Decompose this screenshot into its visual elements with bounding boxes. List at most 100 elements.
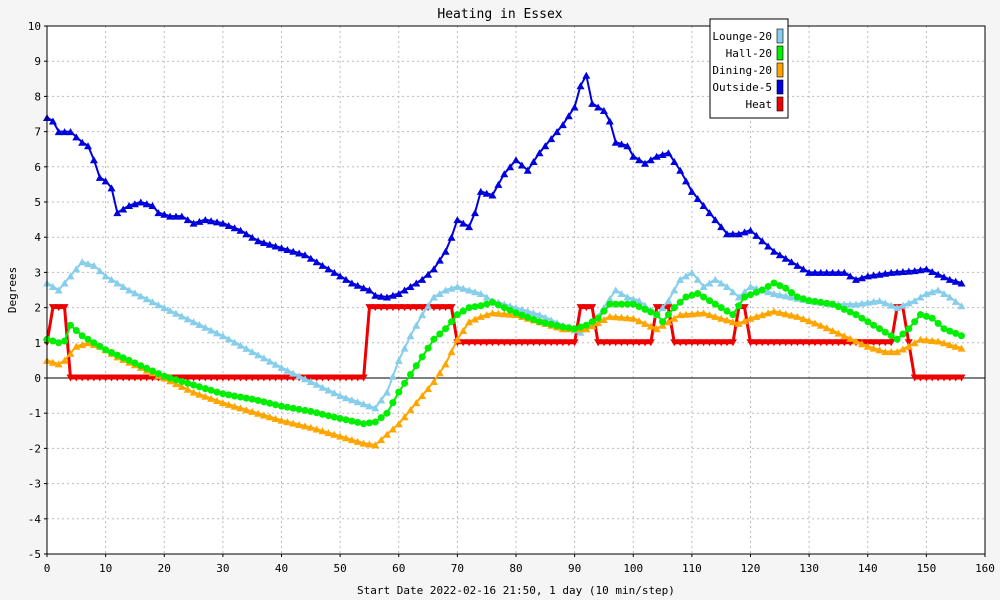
data-point bbox=[389, 399, 397, 407]
data-point bbox=[78, 332, 86, 340]
data-point bbox=[442, 325, 450, 333]
legend-swatch bbox=[776, 45, 784, 61]
data-point bbox=[160, 210, 169, 218]
data-point bbox=[283, 403, 291, 411]
data-point bbox=[553, 128, 561, 136]
data-point bbox=[143, 364, 151, 372]
y-tick-label: -1 bbox=[28, 407, 41, 420]
data-point bbox=[254, 409, 263, 417]
data-point bbox=[400, 304, 409, 312]
data-point bbox=[764, 288, 773, 296]
data-point bbox=[113, 279, 122, 287]
data-point bbox=[940, 374, 948, 382]
data-point bbox=[728, 318, 737, 326]
data-point bbox=[905, 325, 913, 333]
data-point bbox=[95, 374, 104, 382]
data-point bbox=[857, 274, 866, 282]
data-point bbox=[113, 351, 121, 359]
data-point bbox=[682, 272, 690, 280]
data-point bbox=[388, 304, 397, 312]
data-point bbox=[711, 275, 720, 283]
data-point bbox=[172, 212, 180, 220]
data-point bbox=[248, 374, 257, 382]
data-point bbox=[66, 128, 75, 136]
data-point bbox=[354, 418, 362, 426]
data-point bbox=[72, 327, 80, 334]
data-point bbox=[577, 323, 584, 331]
data-point bbox=[775, 339, 784, 347]
legend-label: Outside-5 bbox=[712, 81, 772, 94]
data-point bbox=[646, 339, 655, 347]
data-point bbox=[758, 286, 766, 294]
data-point bbox=[195, 217, 204, 225]
data-point bbox=[453, 283, 462, 290]
data-point bbox=[190, 381, 198, 389]
data-point bbox=[178, 378, 186, 385]
data-point bbox=[101, 177, 110, 185]
data-point bbox=[846, 300, 855, 308]
data-point bbox=[693, 275, 702, 283]
data-point bbox=[388, 372, 397, 380]
data-point bbox=[500, 310, 509, 318]
data-point bbox=[904, 299, 913, 307]
data-point bbox=[945, 293, 954, 301]
data-point bbox=[770, 290, 778, 297]
data-point bbox=[571, 325, 579, 333]
data-point bbox=[412, 304, 421, 312]
data-point bbox=[876, 325, 883, 333]
data-point bbox=[259, 411, 268, 419]
data-point bbox=[934, 319, 942, 327]
data-point bbox=[230, 374, 239, 382]
data-point bbox=[324, 412, 332, 420]
y-tick-label: 3 bbox=[34, 266, 41, 279]
data-point bbox=[160, 372, 168, 380]
data-point bbox=[728, 288, 737, 296]
data-point bbox=[699, 309, 708, 317]
data-point bbox=[670, 286, 679, 294]
data-point bbox=[318, 261, 327, 269]
data-point bbox=[770, 279, 778, 287]
data-point bbox=[870, 321, 878, 329]
data-point bbox=[107, 184, 116, 192]
data-point bbox=[881, 269, 890, 277]
data-point bbox=[852, 311, 860, 319]
data-point bbox=[834, 339, 843, 347]
data-point bbox=[530, 316, 538, 323]
data-point bbox=[72, 374, 81, 382]
data-point bbox=[172, 380, 180, 388]
data-point bbox=[547, 135, 556, 143]
data-point bbox=[547, 320, 555, 328]
data-point bbox=[752, 288, 760, 296]
data-point bbox=[952, 329, 960, 337]
data-point bbox=[177, 382, 186, 390]
data-point bbox=[441, 304, 450, 312]
y-tick-label: 10 bbox=[28, 20, 41, 33]
data-point bbox=[723, 230, 731, 238]
data-point bbox=[764, 242, 773, 250]
data-point bbox=[641, 339, 649, 347]
data-point bbox=[172, 376, 180, 384]
data-point bbox=[840, 305, 848, 313]
data-point bbox=[84, 260, 92, 268]
data-point bbox=[770, 339, 778, 347]
data-point bbox=[618, 300, 625, 308]
data-point bbox=[195, 390, 204, 398]
data-point bbox=[406, 406, 415, 414]
data-point bbox=[265, 357, 274, 365]
data-point bbox=[846, 334, 855, 342]
data-point bbox=[881, 339, 890, 347]
data-point bbox=[301, 375, 309, 383]
data-point bbox=[682, 177, 690, 185]
data-point bbox=[752, 231, 761, 239]
data-point bbox=[377, 414, 385, 422]
data-point bbox=[277, 374, 286, 382]
data-point bbox=[641, 159, 649, 167]
data-point bbox=[553, 339, 561, 347]
data-point bbox=[119, 283, 128, 290]
data-point bbox=[418, 304, 427, 312]
y-tick-label: -2 bbox=[28, 442, 41, 455]
data-point bbox=[922, 336, 931, 344]
data-point bbox=[653, 311, 661, 319]
data-point bbox=[254, 374, 263, 382]
data-point bbox=[418, 311, 427, 319]
